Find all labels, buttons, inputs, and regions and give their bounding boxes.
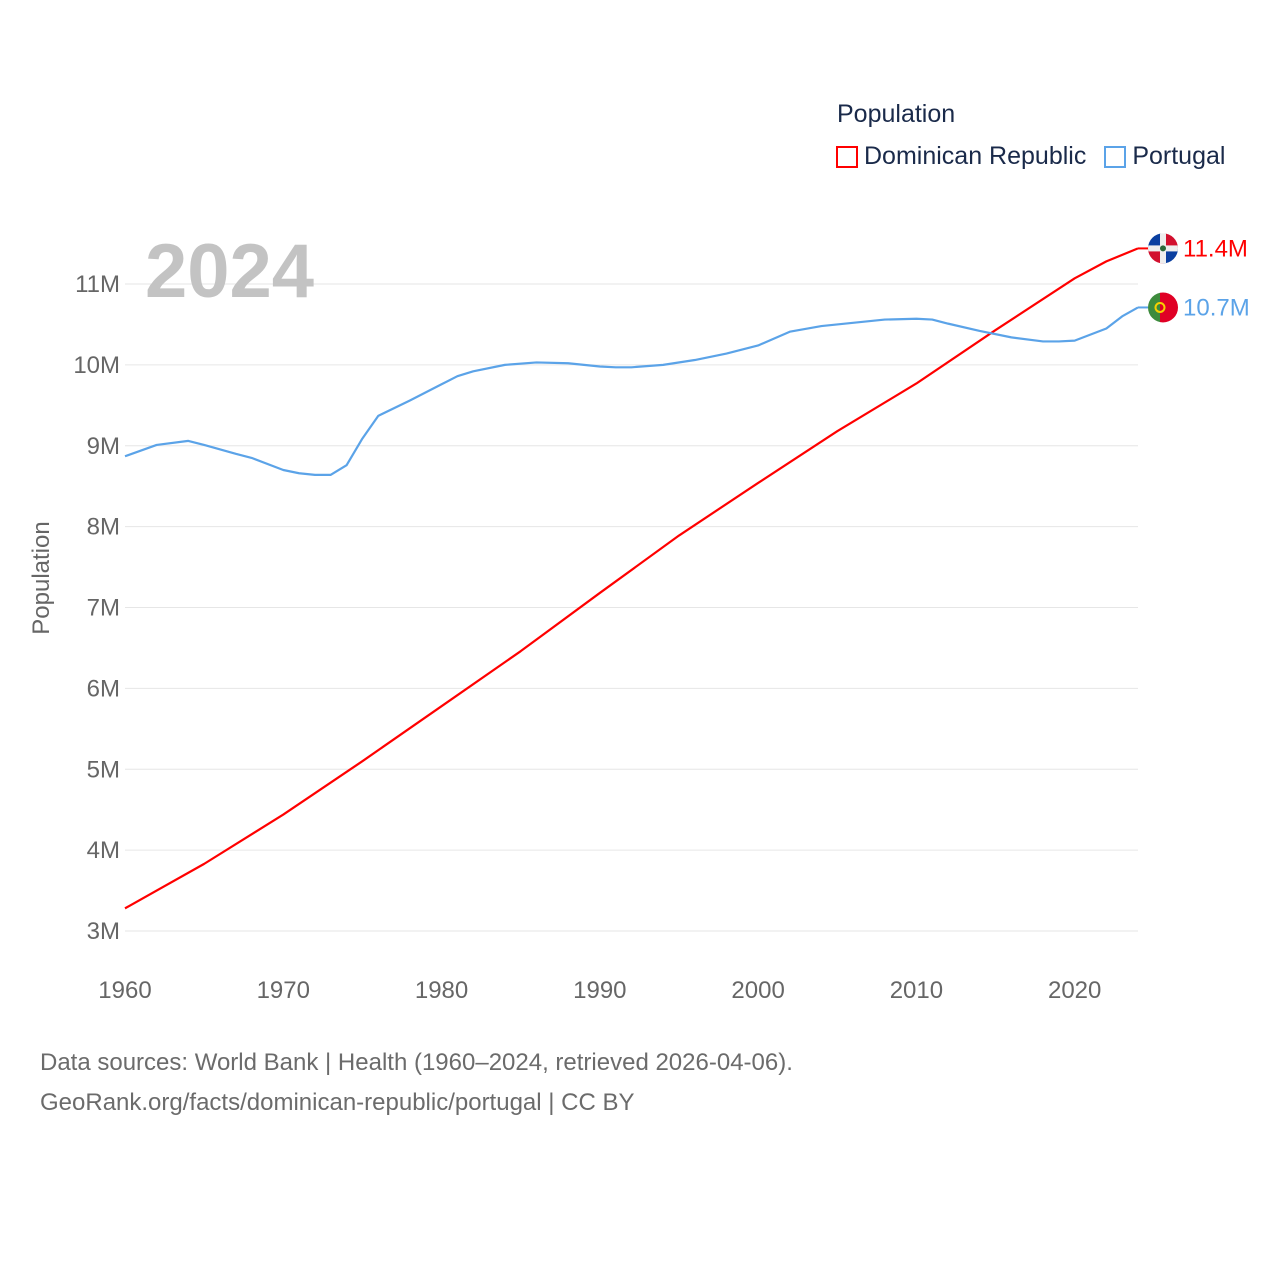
y-tick-label: 3M [87, 918, 120, 945]
legend-title: Population [837, 100, 956, 128]
y-tick-label: 5M [87, 756, 120, 783]
data-source-text: Data sources: World Bank | Health (1960–… [40, 1049, 793, 1076]
x-tick-label: 1960 [98, 977, 151, 1004]
y-tick-label: 10M [73, 352, 120, 379]
series-line-portugal [124, 306, 1139, 476]
end-value-label: 10.7M [1183, 294, 1250, 321]
series-line-dominican-republic [124, 247, 1139, 910]
y-tick-label: 9M [87, 433, 120, 460]
end-value-label: 11.4M [1183, 235, 1248, 262]
x-tick-label: 2010 [890, 977, 943, 1004]
x-tick-label: 1970 [257, 977, 310, 1004]
legend-label: Dominican Republic [864, 142, 1087, 170]
source-url-link[interactable]: GeoRank.org/facts/dominican-republic/por… [40, 1089, 635, 1116]
y-tick-label: 7M [87, 595, 120, 622]
legend-item-dominican-republic[interactable]: Dominican Republic [836, 142, 1086, 171]
legend-swatch [836, 145, 858, 168]
legend: Dominican Republic Portugal [836, 142, 1225, 171]
x-tick-label: 2020 [1048, 977, 1101, 1004]
y-axis-label: Population [28, 521, 55, 635]
x-tick-label: 1990 [573, 977, 626, 1004]
footer: Data sources: World Bank | Health (1960–… [40, 1043, 793, 1123]
legend-swatch [1104, 145, 1127, 168]
y-tick-label: 8M [87, 514, 120, 541]
dominican-republic-flag-icon [1148, 233, 1178, 264]
legend-item-portugal[interactable]: Portugal [1104, 142, 1225, 171]
y-tick-label: 4M [87, 837, 120, 864]
portugal-flag-icon [1148, 292, 1178, 323]
year-label: 2024 [145, 229, 315, 314]
x-tick-label: 2000 [731, 977, 784, 1004]
x-tick-label: 1980 [415, 977, 468, 1004]
y-tick-label: 11M [75, 271, 120, 298]
legend-label: Portugal [1132, 142, 1226, 170]
y-tick-label: 6M [87, 675, 120, 702]
